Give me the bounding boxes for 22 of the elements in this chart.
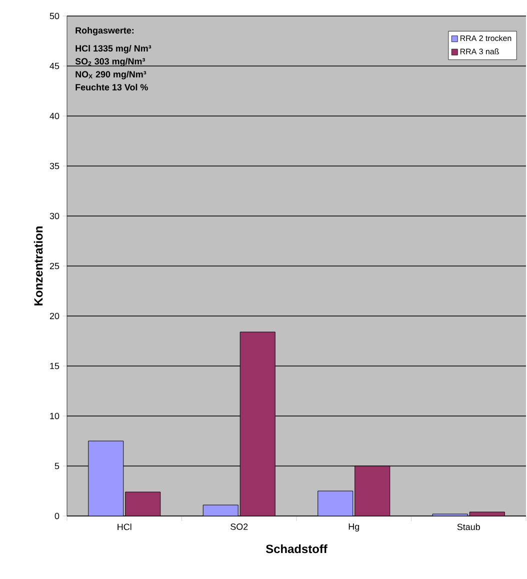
x-tick-label: SO2	[230, 524, 248, 530]
annotation: HCl 1335 mg/ Nm³	[76, 44, 152, 54]
x-axis-title: Schadstoff	[266, 544, 328, 554]
y-tick-label: 35	[50, 162, 60, 170]
annotation: Rohgaswerte:	[76, 27, 134, 36]
y-tick-label: 40	[50, 112, 60, 120]
annotation: Feuchte 13 Vol %	[76, 84, 148, 90]
x-tick-label: Hg	[348, 524, 360, 532]
y-tick-label: 45	[50, 62, 60, 70]
y-tick-label: 25	[50, 262, 60, 270]
y-tick-label: 15	[50, 362, 60, 370]
annotation: SO$_{2}$ 303 mg/Nm³	[75, 58, 145, 66]
y-axis-title: Konzentration	[34, 226, 43, 306]
annotation: NO$_{X}$ 290 mg/Nm³	[76, 70, 146, 80]
y-tick-label: 20	[50, 312, 60, 320]
y-tick-label: 30	[50, 212, 60, 220]
x-tick-label: HCl	[118, 524, 132, 530]
y-tick-label: 0	[54, 512, 60, 520]
y-tick-label: 5	[54, 462, 60, 470]
x-tick-label: Staub	[457, 524, 480, 530]
y-tick-label: 10	[50, 412, 60, 420]
y-tick-label: 50	[50, 12, 60, 20]
